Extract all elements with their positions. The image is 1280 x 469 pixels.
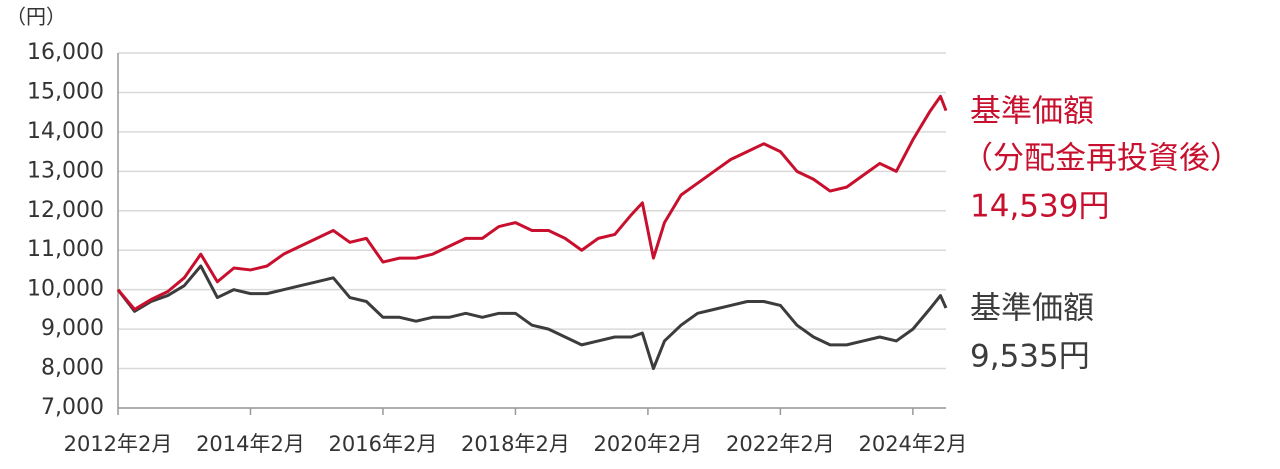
- x-tick-label: 2014年2月: [196, 432, 305, 456]
- y-tick-label: 14,000: [27, 119, 104, 144]
- legend-label: 基準価額: [970, 94, 1094, 130]
- y-tick-label: 15,000: [27, 79, 104, 104]
- x-tick-label: 2012年2月: [64, 432, 173, 456]
- series-line: [116, 264, 948, 371]
- y-unit: （円）: [6, 5, 66, 29]
- x-tick-label: 2020年2月: [594, 432, 703, 456]
- x-tick-label: 2016年2月: [329, 432, 438, 456]
- series-line: [116, 94, 948, 311]
- x-tick-label: 2018年2月: [461, 432, 570, 456]
- y-tick-label: 12,000: [27, 198, 104, 223]
- y-tick-label: 13,000: [27, 158, 104, 183]
- end-label: 14,539円: [970, 189, 1109, 225]
- y-tick-label: 7,000: [41, 395, 104, 420]
- legend-label: 基準価額: [970, 291, 1094, 327]
- end-label: 9,535円: [970, 339, 1090, 375]
- y-tick-label: 11,000: [27, 237, 104, 262]
- x-tick-label: 2024年2月: [858, 432, 967, 456]
- y-tick-label: 8,000: [41, 356, 104, 381]
- y-tick-label: 9,000: [41, 316, 104, 341]
- legend-label: （分配金再投資後）: [962, 141, 1241, 177]
- y-tick-label: 10,000: [27, 277, 104, 302]
- x-tick-label: 2022年2月: [726, 432, 835, 456]
- y-tick-label: 16,000: [27, 40, 104, 65]
